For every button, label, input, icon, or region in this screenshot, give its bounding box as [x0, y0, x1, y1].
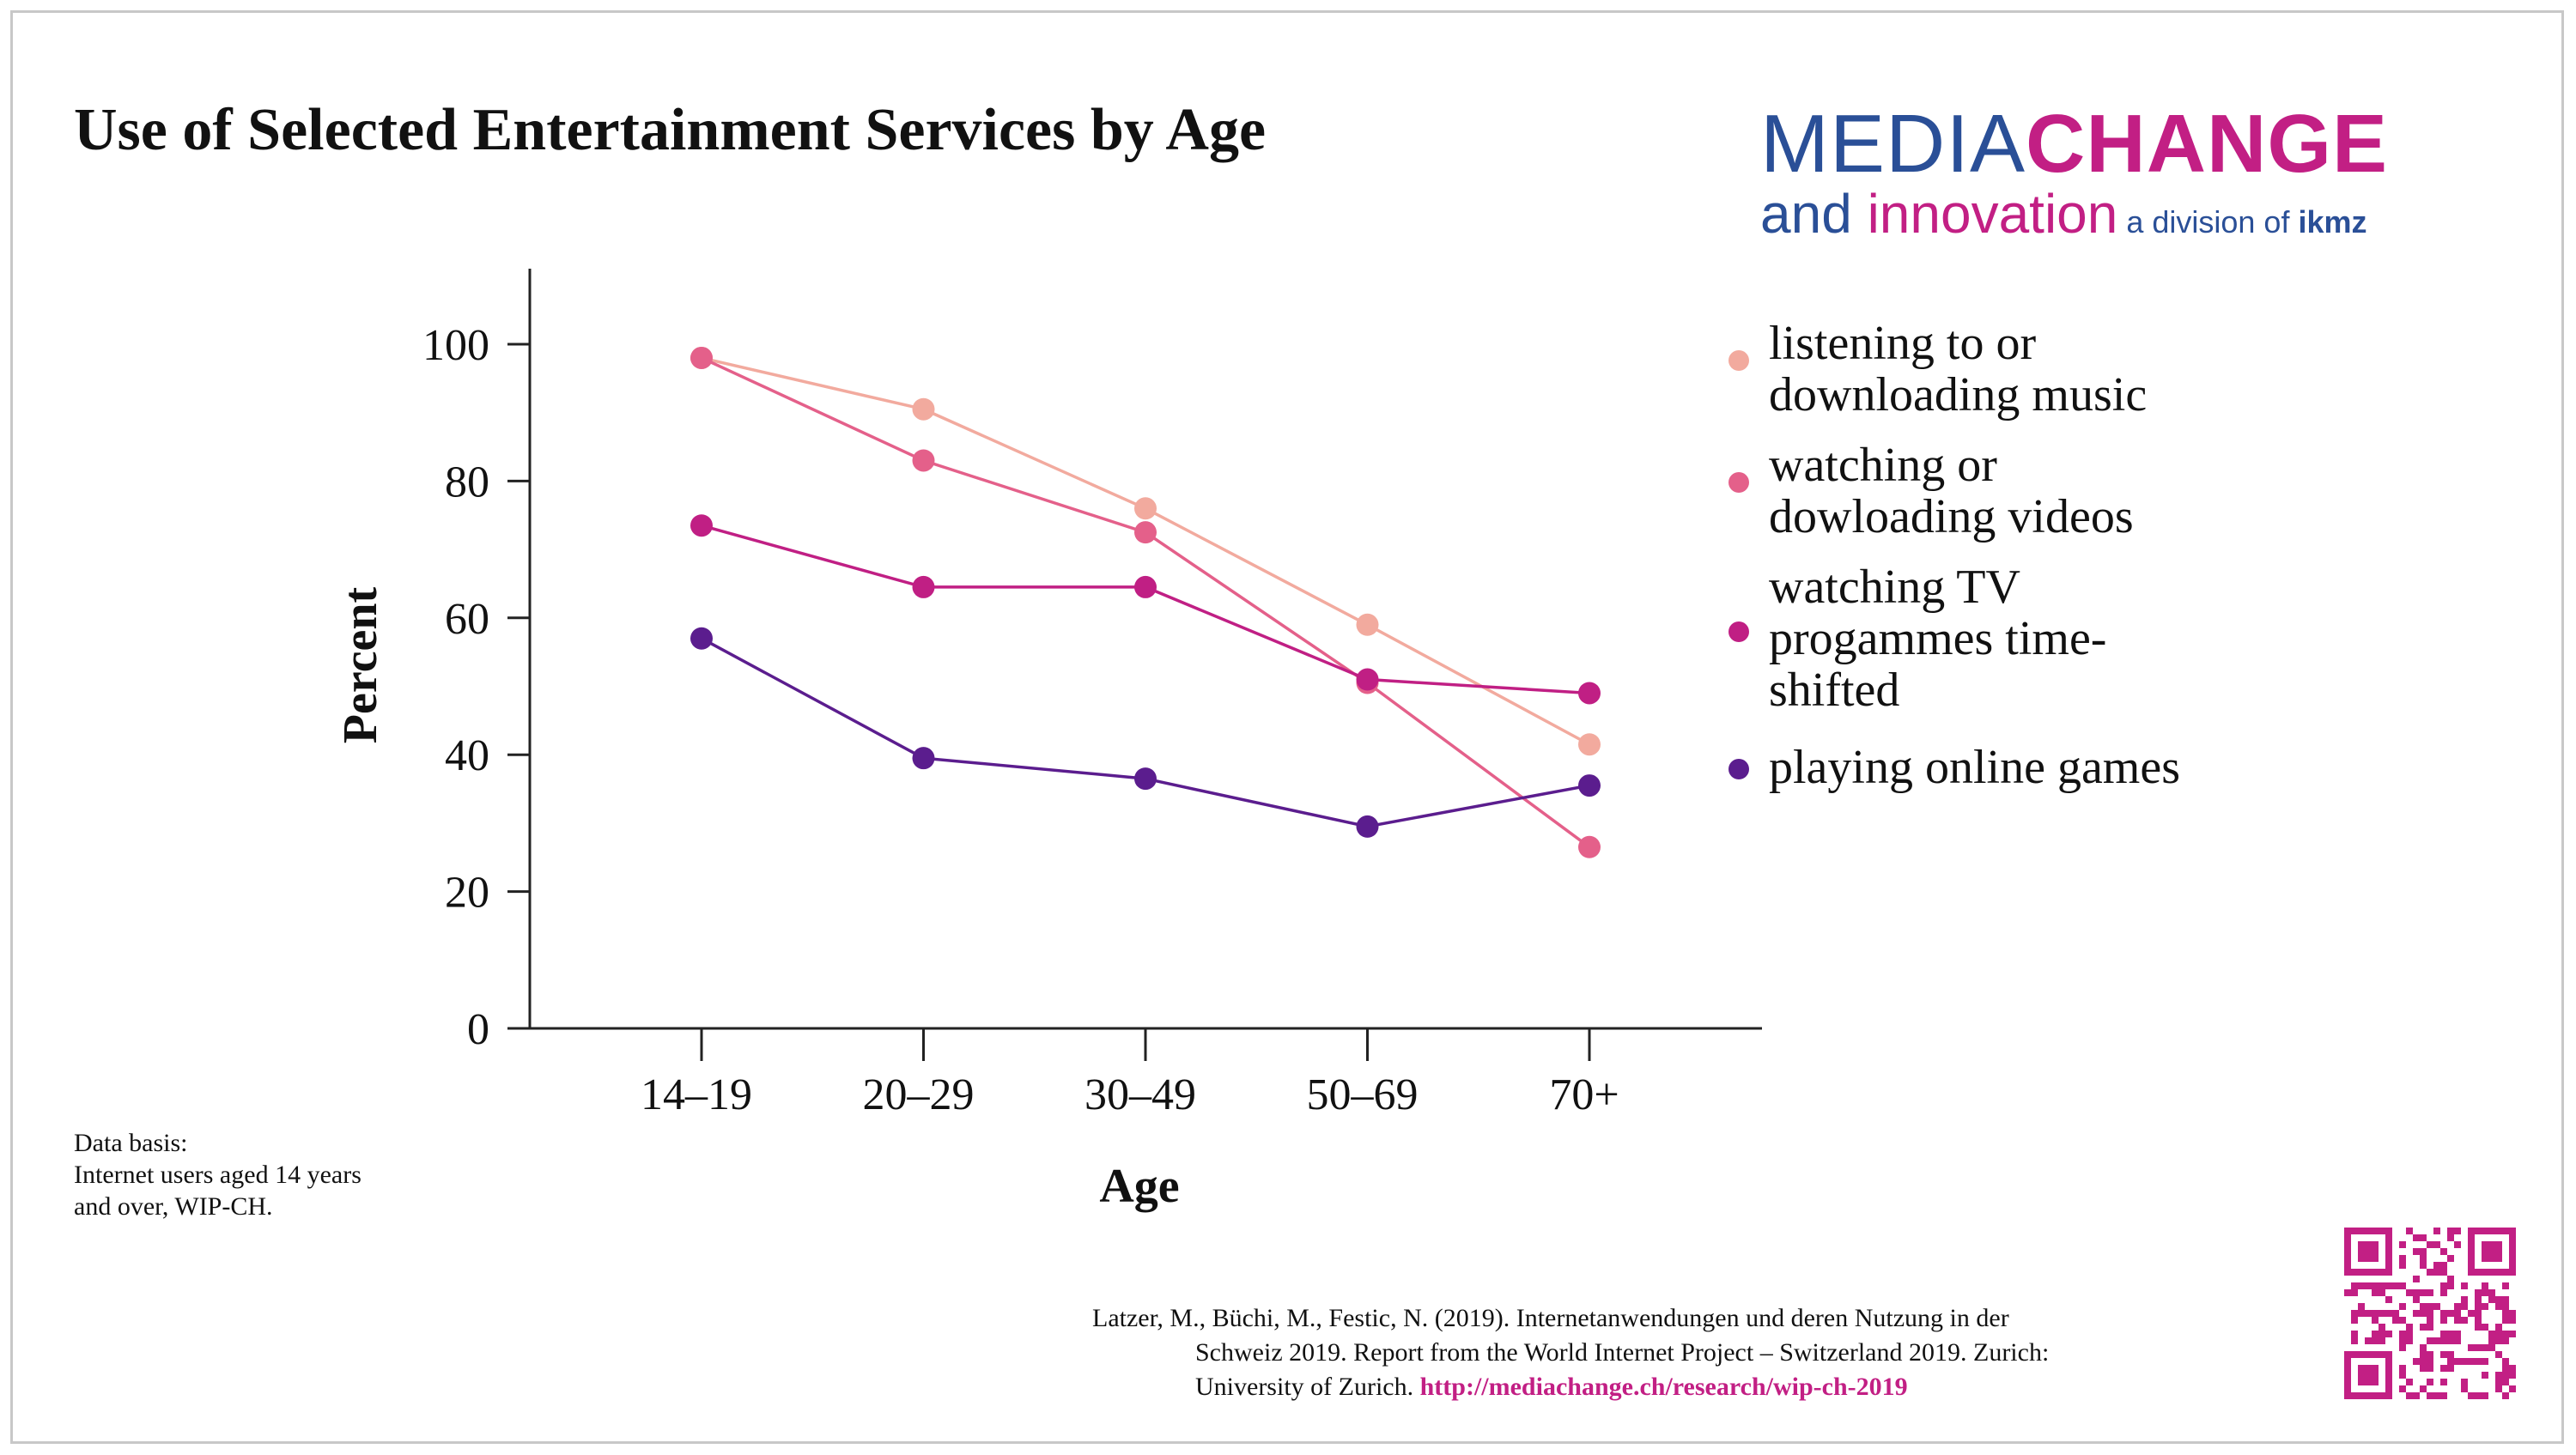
citation-line-3-wrap: University of Zurich. http://mediachange…: [1092, 1370, 2310, 1404]
citation-line-2: Schweiz 2019. Report from the World Inte…: [1195, 1338, 2050, 1367]
series-line: [701, 356, 1590, 746]
y-axis-label: Percent: [334, 586, 387, 743]
citation-line-1: Latzer, M., Büchi, M., Festic, N. (2019)…: [1092, 1304, 2009, 1332]
data-point: [1356, 668, 1379, 691]
data-point: [912, 575, 935, 598]
legend-label: playing online games: [1769, 741, 2180, 794]
note-line-3: and over, WIP-CH.: [74, 1192, 273, 1221]
logo-media-text: MEDIA: [1760, 98, 2026, 190]
x-tick-label: 50–69: [1307, 1070, 1419, 1119]
data-point: [1134, 767, 1157, 791]
chart-axes: 0 20 40 60 80 100 14–19 20–29 30–49 50–69 70+ Age Pe…: [334, 269, 1762, 1213]
series-2: [690, 514, 1601, 705]
series-3: [690, 627, 1601, 838]
citation: Latzer, M., Büchi, M., Festic, N. (2019)…: [1092, 1301, 2310, 1404]
legend-label: dowloading videos: [1769, 490, 2134, 543]
logo-division-text: a division of: [2117, 204, 2299, 239]
legend-item: playing online games: [1728, 741, 2180, 794]
logo-innovation-text: innovation: [1867, 183, 2118, 245]
x-tick-label: 30–49: [1084, 1070, 1196, 1119]
slide-frame: [10, 10, 2564, 1444]
data-point: [912, 397, 935, 421]
chart-title: Use of Selected Entertainment Services b…: [74, 97, 1267, 163]
data-point: [1134, 521, 1157, 544]
x-axis-label: Age: [1099, 1160, 1179, 1213]
legend-marker: [1728, 759, 1749, 779]
data-point: [1578, 835, 1601, 858]
data-point: [1578, 682, 1601, 705]
legend-label: watching TV: [1769, 561, 2020, 614]
series-line: [701, 524, 1590, 695]
y-tick-label: 0: [467, 1005, 489, 1054]
legend-label: watching or: [1769, 439, 1997, 492]
y-tick-label: 80: [445, 458, 489, 506]
legend-marker: [1728, 472, 1749, 493]
data-point: [912, 449, 935, 472]
data-basis-note: Data basis: Internet users aged 14 years…: [74, 1127, 361, 1222]
legend-label: listening to or: [1769, 317, 2036, 370]
note-line-2: Internet users aged 14 years: [74, 1161, 361, 1189]
y-tick-label: 20: [445, 869, 489, 918]
series-0: [690, 346, 1601, 756]
data-point: [1134, 497, 1157, 520]
legend-marker: [1728, 621, 1749, 642]
data-point: [690, 514, 713, 537]
data-point: [1578, 774, 1601, 797]
x-tick-label: 20–29: [863, 1070, 975, 1119]
legend-marker: [1728, 350, 1749, 371]
qr-code-icon: [2344, 1228, 2516, 1399]
series-line: [701, 637, 1590, 828]
data-point: [1578, 733, 1601, 756]
logo-change-text: CHANGE: [2026, 98, 2389, 190]
logo-and-text: and: [1760, 183, 1868, 245]
note-line-1: Data basis:: [74, 1129, 188, 1157]
y-tick-label: 60: [445, 595, 489, 644]
series-1: [690, 346, 1601, 858]
data-point: [690, 346, 713, 369]
x-tick-label: 70+: [1549, 1070, 1619, 1119]
data-point: [1134, 575, 1157, 598]
x-tick-label: 14–19: [641, 1070, 752, 1119]
data-point: [912, 747, 935, 770]
data-point: [690, 627, 713, 650]
y-tick-label: 100: [422, 321, 489, 370]
citation-link[interactable]: http://mediachange.ch/research/wip-ch-20…: [1419, 1373, 1908, 1401]
data-point: [1356, 815, 1379, 838]
citation-line-3: University of Zurich.: [1195, 1373, 1420, 1401]
mediachange-logo: MEDIACHANGE and innovation a division of…: [1760, 103, 2413, 246]
legend-label: downloading music: [1769, 368, 2147, 421]
legend-label: shifted: [1769, 664, 1899, 717]
legend-label: progammes time-: [1769, 612, 2106, 665]
chart-series-layer: [690, 346, 1601, 858]
logo-ikmz-text: ikmz: [2298, 204, 2367, 239]
y-tick-label: 40: [445, 731, 489, 780]
data-point: [1356, 613, 1379, 636]
